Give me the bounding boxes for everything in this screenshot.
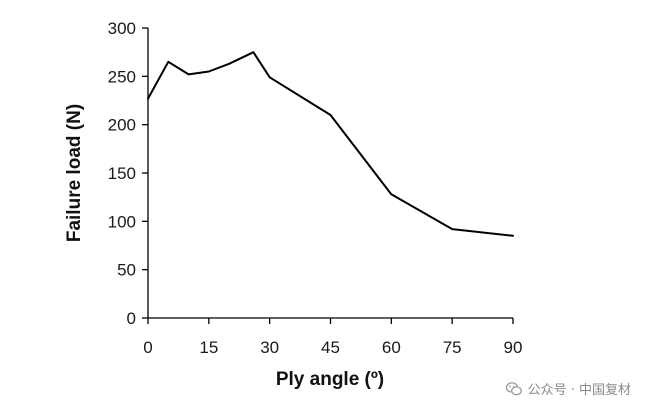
y-tick-label: 0 <box>127 309 136 328</box>
y-tick-label: 300 <box>108 19 136 38</box>
x-tick-label: 15 <box>199 338 218 357</box>
x-axis-ticks: 0 15 30 45 60 75 90 <box>143 318 522 357</box>
y-tick-label: 50 <box>117 261 136 280</box>
y-tick-label: 150 <box>108 164 136 183</box>
wechat-icon <box>505 381 522 395</box>
y-tick-label: 250 <box>108 67 136 86</box>
x-tick-label: 45 <box>321 338 340 357</box>
y-axis-ticks: 0 50 100 150 200 250 300 <box>108 19 148 328</box>
y-tick-label: 100 <box>108 212 136 231</box>
x-tick-label: 30 <box>260 338 279 357</box>
y-axis-title: Failure load (N) <box>64 104 85 242</box>
x-tick-label: 75 <box>443 338 462 357</box>
y-tick-label: 200 <box>108 116 136 135</box>
x-axis-title: Ply angle (º) <box>276 369 384 390</box>
series-layer <box>147 51 514 237</box>
x-tick-label: 90 <box>504 338 523 357</box>
watermark: 公众号 · 中国复材 <box>505 379 631 398</box>
x-tick-label: 0 <box>143 338 152 357</box>
watermark-text: 公众号 · 中国复材 <box>527 383 631 398</box>
series-line <box>147 51 514 237</box>
x-tick-label: 60 <box>382 338 401 357</box>
